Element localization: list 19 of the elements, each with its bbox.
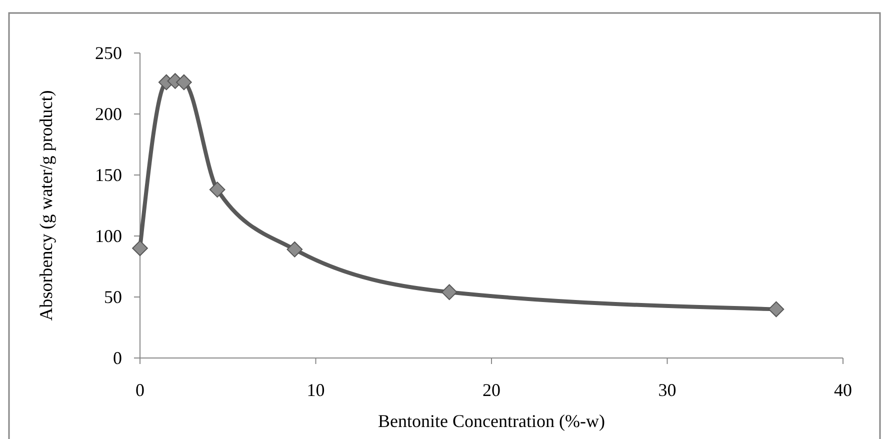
- y-tick-label: 0: [113, 348, 122, 368]
- point: [286, 242, 303, 258]
- point: [768, 301, 784, 318]
- y-tick-label: 250: [95, 42, 122, 63]
- y-axis-title: Absorbency (g water/g product): [36, 90, 56, 321]
- point: [209, 182, 226, 198]
- x-tick-label: 20: [482, 380, 500, 400]
- x-tick-label: 40: [834, 380, 852, 400]
- x-tick-label: 10: [306, 380, 325, 400]
- x-tick-label: 30: [658, 380, 676, 400]
- point: [441, 284, 458, 300]
- point: [132, 240, 148, 256]
- y-tick-label: 50: [104, 286, 122, 307]
- point: [176, 74, 192, 90]
- x-axis-title: Bentonite Concentration (%-w): [378, 411, 605, 431]
- y-tick-label: 200: [95, 104, 122, 124]
- y-tick-label: 150: [95, 164, 122, 185]
- x-tick-label: 0: [136, 380, 144, 400]
- y-tick-label: 100: [95, 226, 122, 246]
